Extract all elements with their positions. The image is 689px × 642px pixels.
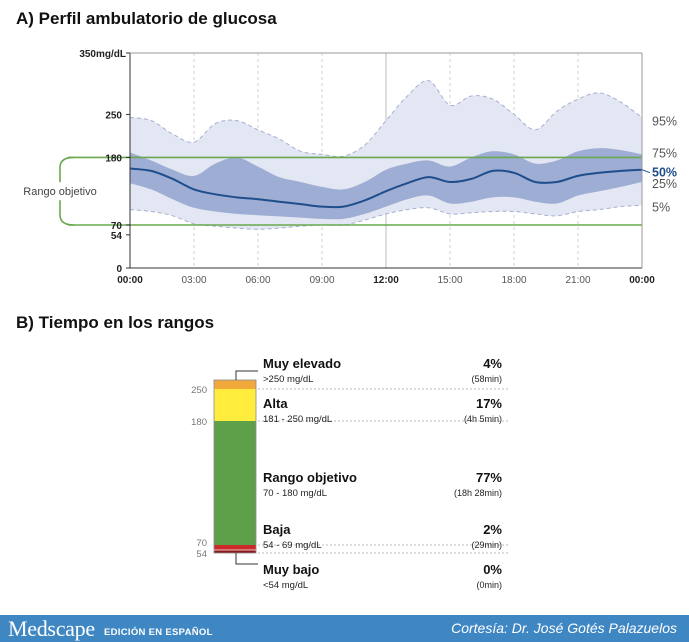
- agp-x-tick-label: 12:00: [373, 275, 399, 286]
- tir-title: B) Tiempo en los rangos: [16, 313, 215, 332]
- agp-target-label: Rango objetivo: [23, 186, 96, 198]
- tir-percent-label: 2%: [483, 522, 502, 537]
- agp-percentile-label: 5%: [652, 200, 670, 214]
- agp-percentile-label: 95%: [652, 115, 677, 129]
- agp-y-tick-label: 250: [105, 110, 122, 121]
- tir-range-label: 70 - 180 mg/dL: [263, 488, 327, 499]
- agp-x-tick-label: 00:00: [629, 275, 655, 286]
- agp-x-tick-label: 09:00: [309, 275, 334, 286]
- ambulatory-glucose-profile-chart: 00:00 03:00 06:00 09:00 12:00 15:00 18:00 21:00…: [18, 49, 677, 286]
- tir-category-label: Muy elevado: [263, 356, 341, 371]
- tir-bar-segment-0: [214, 380, 256, 389]
- tir-bar-segment-2: [214, 421, 256, 545]
- agp-x-tick-label: 00:00: [117, 275, 143, 286]
- tir-y-tick-label: 70: [196, 538, 207, 549]
- tir-duration-label: (18h 28min): [454, 488, 502, 498]
- tir-y-tick-label: 180: [191, 417, 207, 428]
- credit-text: Cortesía: Dr. José Gotés Palazuelos: [451, 620, 677, 636]
- agp-y-top-label: 350mg/dL: [79, 49, 126, 60]
- tir-duration-label: (58min): [471, 374, 502, 384]
- tir-category-label: Rango objetivo: [263, 470, 357, 485]
- agp-x-tick-label: 18:00: [501, 275, 526, 286]
- tir-duration-label: (4h 5min): [464, 414, 502, 424]
- tir-bar-segment-4: [214, 550, 256, 553]
- agp-x-tick-label: 21:00: [565, 275, 590, 286]
- agp-line-5: [129, 204, 643, 230]
- agp-line-median: [129, 167, 643, 209]
- footer-bar: Medscape EDICIÓN EN ESPAÑOL Cortesía: Dr…: [0, 615, 689, 642]
- medscape-logo: Medscape: [8, 616, 95, 641]
- agp-y-tick-label: 54: [111, 231, 123, 242]
- agp-percentile-label: 50%: [652, 166, 677, 180]
- tir-percent-label: 0%: [483, 562, 502, 577]
- tir-duration-label: (0min): [476, 580, 502, 590]
- tir-range-label: <54 mg/dL: [263, 580, 308, 591]
- tir-percent-label: 77%: [476, 470, 502, 485]
- tir-bar-segment-3: [214, 545, 256, 550]
- tir-percent-label: 17%: [476, 396, 502, 411]
- tir-percent-label: 4%: [483, 356, 502, 371]
- tir-bar-segment-1: [214, 389, 256, 421]
- agp-title: A) Perfil ambulatorio de glucosa: [16, 9, 277, 28]
- tir-leader-very-low: [235, 553, 258, 565]
- agp-x-tick-label: 03:00: [181, 275, 206, 286]
- edition-label: EDICIÓN EN ESPAÑOL: [104, 627, 213, 638]
- tir-category-label: Alta: [263, 396, 288, 411]
- tir-category-label: Baja: [263, 522, 291, 537]
- agp-target-label-bg: [18, 182, 102, 201]
- agp-percentile-label: 25%: [652, 177, 677, 191]
- agp-median-connector: [641, 169, 651, 174]
- agp-y-tick-label: 0: [116, 264, 122, 275]
- tir-range-label: >250 mg/dL: [263, 374, 313, 385]
- tir-y-tick-label: 54: [196, 549, 207, 560]
- agp-x-tick-label: 06:00: [245, 275, 270, 286]
- tir-leader-very-high: [235, 370, 258, 380]
- agp-y-tick-label: 180: [105, 153, 122, 164]
- agp-band-25-75: [130, 148, 642, 220]
- tir-duration-label: (29min): [471, 540, 502, 550]
- tir-range-label: 54 - 69 mg/dL: [263, 540, 322, 551]
- tir-bar-outline: [213, 379, 257, 554]
- agp-x-tick-label: 15:00: [437, 275, 462, 286]
- tir-y-tick-label: 250: [191, 385, 207, 396]
- tir-category-label: Muy bajo: [263, 562, 319, 577]
- agp-y-tick-label: 70: [111, 221, 123, 232]
- tir-range-label: 181 - 250 mg/dL: [263, 414, 332, 425]
- agp-line-95: [129, 80, 643, 158]
- agp-percentile-label: 75%: [652, 146, 677, 160]
